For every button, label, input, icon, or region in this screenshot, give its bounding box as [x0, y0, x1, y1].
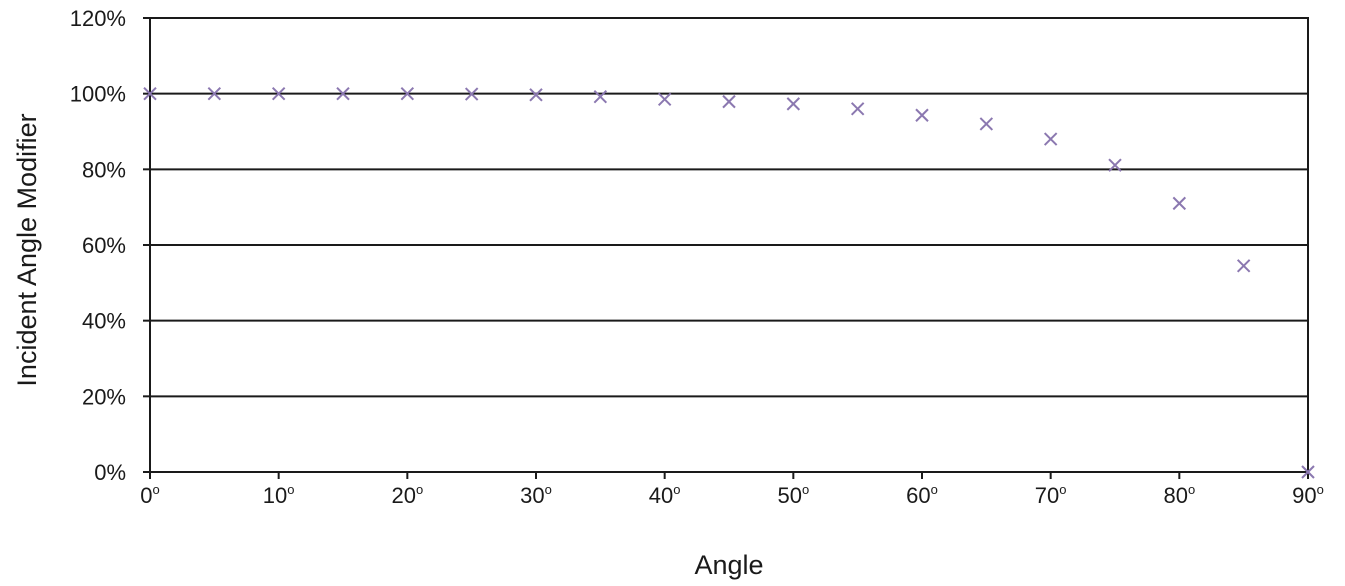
y-tick-label: 80% — [82, 157, 126, 182]
data-point — [143, 86, 157, 101]
y-tick-label: 0% — [94, 460, 126, 485]
data-point-stroke — [271, 86, 286, 101]
x-tick-label: 50o — [777, 482, 809, 508]
data-point-stroke — [1236, 259, 1251, 273]
data-point — [657, 92, 672, 107]
x-tick-label: 30o — [520, 482, 552, 508]
data-point — [1301, 465, 1315, 479]
data-point-stroke — [464, 87, 479, 101]
data-point — [400, 86, 415, 101]
data-point-stroke — [1108, 158, 1122, 172]
data-point — [529, 88, 543, 102]
y-tick-label: 40% — [82, 309, 126, 334]
data-point-stroke — [722, 94, 736, 109]
x-tick-label: 70o — [1035, 482, 1067, 508]
plot-frame — [149, 17, 1309, 473]
data-point-stroke — [1043, 132, 1058, 146]
tick-labels: 0% 20% 40% 60% 80% 100% 120% 0o 10o 20o 30o 40o 50o 6… — [70, 6, 1324, 508]
x-tick-label: 0o — [140, 482, 159, 508]
data-point-stroke — [979, 117, 994, 131]
y-tick-label: 100% — [70, 82, 126, 107]
data-point — [336, 86, 350, 101]
data-point-stroke — [657, 92, 672, 107]
data-point — [1172, 196, 1187, 211]
data-point-stroke — [915, 108, 929, 122]
data-point — [1108, 158, 1122, 172]
x-tick-label: 40o — [649, 482, 681, 508]
x-tick-label: 90o — [1292, 482, 1324, 508]
data-points — [143, 86, 1315, 479]
y-tick-label: 60% — [82, 233, 126, 258]
axes — [143, 17, 1309, 479]
x-tick-label: 60o — [906, 482, 938, 508]
x-tick-label: 10o — [263, 482, 295, 508]
data-point — [271, 86, 286, 101]
data-point-stroke — [786, 97, 801, 111]
data-point — [722, 94, 736, 109]
data-point-stroke — [529, 88, 543, 102]
x-axis-title: Angle — [694, 550, 763, 580]
x-tick-label: 80o — [1163, 482, 1195, 508]
data-point — [1043, 132, 1058, 146]
data-point-stroke — [850, 102, 865, 116]
data-point-stroke — [400, 86, 415, 101]
data-point — [464, 87, 479, 101]
x-tick-label: 20o — [391, 482, 423, 508]
data-point-stroke — [207, 86, 222, 101]
data-point-stroke — [336, 86, 350, 101]
data-point — [1236, 259, 1251, 273]
data-point — [979, 117, 994, 131]
data-point — [786, 97, 801, 111]
y-tick-label: 20% — [82, 384, 126, 409]
data-point — [593, 89, 608, 104]
data-point-stroke — [593, 89, 608, 104]
data-point — [207, 86, 222, 101]
data-point-stroke — [1172, 196, 1187, 211]
grid-lines — [150, 92, 1308, 398]
y-tick-label: 120% — [70, 6, 126, 31]
data-point-stroke — [1301, 465, 1315, 479]
data-point-stroke — [143, 86, 157, 101]
data-point — [915, 108, 929, 122]
data-point — [850, 102, 865, 116]
y-axis-title: Incident Angle Modifier — [12, 113, 42, 386]
